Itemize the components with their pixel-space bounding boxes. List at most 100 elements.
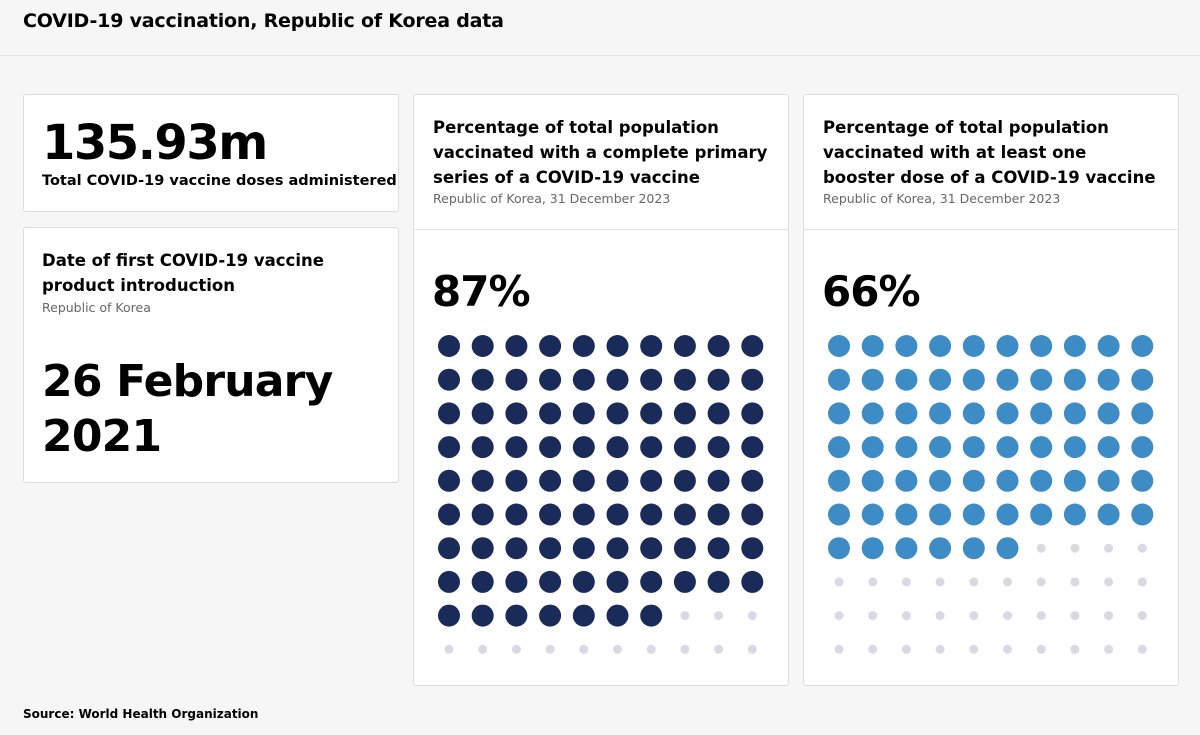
waffle-dot-filled [673,503,696,526]
waffle-dot-filled [673,368,696,391]
waffle-dot-filled [996,436,1019,459]
waffle-dot-empty [1036,543,1046,553]
waffle-dot-filled [471,469,494,492]
waffle-dot-filled [438,537,460,560]
waffle-dot-filled [1063,469,1086,492]
booster-dose-card: Percentage of total population vaccinate… [803,94,1179,686]
waffle-dot-filled [707,503,730,526]
waffle-dot-empty [747,611,757,621]
waffle-dot-filled [539,436,562,459]
waffle-dot-empty [868,644,878,654]
waffle-dot-filled [539,402,562,425]
waffle-dot-filled [828,503,850,526]
waffle-dot-filled [539,537,562,560]
waffle-dot-filled [640,537,663,560]
waffle-dot-filled [828,402,850,425]
waffle-dot-filled [707,469,730,492]
waffle-dot-filled [1097,469,1120,492]
waffle-dot-filled [606,335,629,357]
waffle-dot-filled [539,469,562,492]
waffle-dot-filled [572,368,595,391]
waffle-dot-filled [895,368,918,391]
page-header: COVID-19 vaccination, Republic of Korea … [0,0,1200,56]
first-introduction-date: 26 February 2021 [42,356,333,462]
waffle-dot-filled [741,436,764,459]
waffle-dot-filled [929,503,952,526]
waffle-dot-empty [969,577,979,587]
waffle-dot-filled [505,335,528,357]
waffle-dot-empty [935,611,945,621]
waffle-dot-filled [539,570,562,593]
waffle-dot-empty [1070,543,1080,553]
waffle-dot-empty [868,577,878,587]
waffle-dot-filled [640,570,663,593]
booster-dose-subtitle: Republic of Korea, 31 December 2023 [823,191,1061,206]
waffle-dot-filled [996,335,1019,357]
waffle-dot-filled [471,436,494,459]
waffle-dot-filled [606,368,629,391]
waffle-dot-filled [471,503,494,526]
waffle-dot-filled [741,503,764,526]
waffle-dot-filled [640,335,663,357]
waffle-dot-empty [1137,543,1147,553]
waffle-dot-filled [640,604,663,627]
waffle-dot-empty [935,644,945,654]
waffle-dot-filled [1030,469,1053,492]
waffle-dot-filled [895,537,918,560]
waffle-dot-filled [828,335,850,357]
waffle-dot-empty [901,577,911,587]
waffle-dot-filled [606,469,629,492]
waffle-dot-filled [438,503,460,526]
waffle-dot-filled [640,503,663,526]
waffle-dot-empty [747,644,757,654]
waffle-dot-filled [1063,368,1086,391]
waffle-dot-filled [640,436,663,459]
primary-series-title: Percentage of total population vaccinate… [433,118,768,187]
waffle-dot-filled [1063,503,1086,526]
waffle-dot-filled [572,469,595,492]
waffle-dot-filled [996,469,1019,492]
waffle-dot-empty [714,611,724,621]
card-divider [804,229,1178,230]
waffle-dot-empty [834,644,844,654]
waffle-dot-filled [1097,503,1120,526]
waffle-dot-filled [438,368,460,391]
waffle-dot-empty [579,644,589,654]
waffle-dot-filled [1063,436,1086,459]
waffle-dot-filled [962,436,985,459]
waffle-dot-filled [996,402,1019,425]
waffle-dot-filled [606,436,629,459]
waffle-dot-filled [471,368,494,391]
waffle-dot-filled [1063,402,1086,425]
waffle-dot-filled [929,537,952,560]
waffle-dot-filled [505,604,528,627]
waffle-dot-filled [572,335,595,357]
waffle-dot-empty [834,577,844,587]
waffle-dot-filled [673,570,696,593]
waffle-dot-empty [1003,611,1012,621]
waffle-dot-empty [511,644,521,654]
primary-series-waffle-chart [438,335,764,654]
waffle-dot-empty [1104,611,1114,621]
waffle-dot-filled [895,402,918,425]
waffle-dot-filled [895,436,918,459]
waffle-dot-filled [471,402,494,425]
waffle-dot-filled [1030,368,1053,391]
waffle-dot-filled [438,402,460,425]
waffle-dot-filled [707,537,730,560]
waffle-dot-filled [572,604,595,627]
waffle-dot-filled [606,503,629,526]
waffle-dot-filled [1097,402,1120,425]
waffle-dot-empty [1003,644,1012,654]
waffle-dot-filled [1030,402,1053,425]
waffle-dot-filled [1131,402,1154,425]
waffle-dot-filled [505,469,528,492]
waffle-dot-filled [1030,335,1053,357]
primary-series-card: Percentage of total population vaccinate… [413,94,789,686]
waffle-dot-empty [1137,644,1147,654]
waffle-dot-filled [962,335,985,357]
waffle-dot-filled [861,503,884,526]
waffle-dot-filled [741,368,764,391]
waffle-dot-filled [962,537,985,560]
waffle-dot-filled [929,402,952,425]
